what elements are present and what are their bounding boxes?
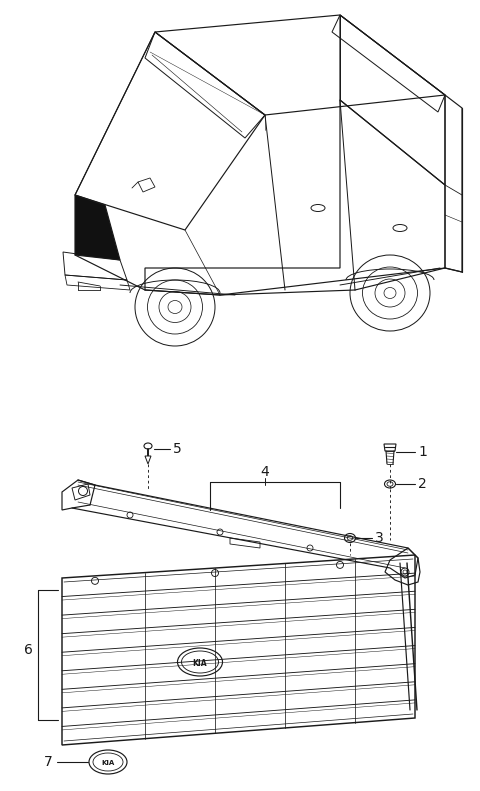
Ellipse shape: [89, 750, 127, 774]
Circle shape: [212, 570, 218, 577]
Circle shape: [79, 486, 87, 495]
Circle shape: [217, 529, 223, 535]
Text: 7: 7: [44, 755, 52, 769]
Circle shape: [127, 512, 133, 518]
Text: 4: 4: [261, 465, 269, 479]
Polygon shape: [145, 456, 151, 464]
Text: 3: 3: [375, 531, 384, 545]
Polygon shape: [384, 444, 396, 451]
Circle shape: [307, 545, 313, 551]
Circle shape: [336, 562, 344, 569]
Text: KIA: KIA: [192, 658, 207, 668]
Ellipse shape: [384, 480, 396, 488]
Ellipse shape: [178, 648, 223, 676]
Polygon shape: [75, 195, 120, 260]
Circle shape: [92, 577, 98, 585]
Text: KIA: KIA: [101, 760, 115, 766]
Text: 5: 5: [173, 442, 182, 456]
Ellipse shape: [393, 225, 407, 232]
Ellipse shape: [345, 533, 356, 543]
Text: 6: 6: [24, 643, 33, 657]
Ellipse shape: [144, 443, 152, 449]
Circle shape: [401, 568, 409, 576]
Ellipse shape: [311, 205, 325, 211]
Text: 1: 1: [418, 445, 427, 459]
Text: 2: 2: [418, 477, 427, 491]
